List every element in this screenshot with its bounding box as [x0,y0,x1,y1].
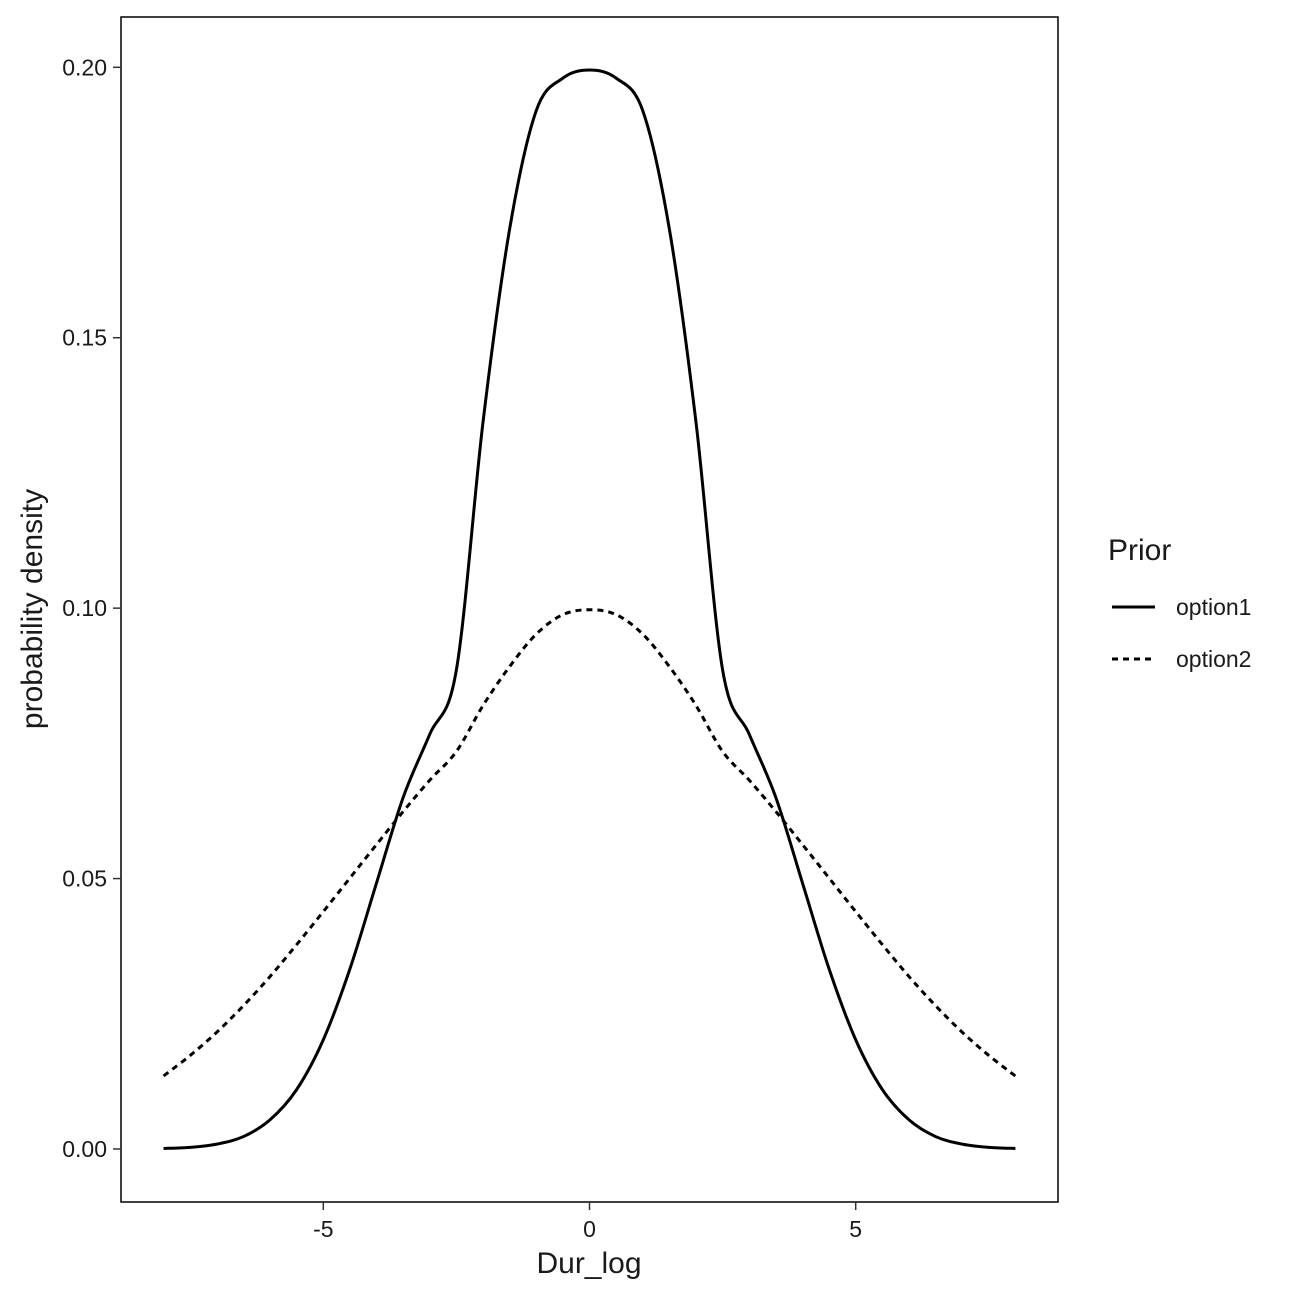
x-axis-title: Dur_log [536,1247,641,1280]
plot-area: 0.00 0.05 0.10 0.15 0.20 -5 0 5 [62,16,1059,1242]
series-line-option2 [162,608,1017,1078]
legend-title: Prior [1108,534,1171,567]
legend-label-option1: option1 [1176,594,1251,620]
y-axis-title: probability density [16,489,49,729]
y-tick-label: 0.10 [62,595,107,621]
y-tick-label: 0.00 [62,1136,107,1162]
x-tick-label: -5 [313,1216,333,1242]
y-tick-label: 0.15 [62,325,107,351]
x-tick-label: 0 [583,1216,596,1242]
series-line-option1 [163,68,1016,1150]
legend-label-option2: option2 [1176,646,1251,672]
y-tick-label: 0.20 [62,54,107,80]
y-tick-label: 0.05 [62,866,107,892]
x-tick-label: 5 [849,1216,862,1242]
legend: Prior option1 option2 [1108,534,1251,672]
